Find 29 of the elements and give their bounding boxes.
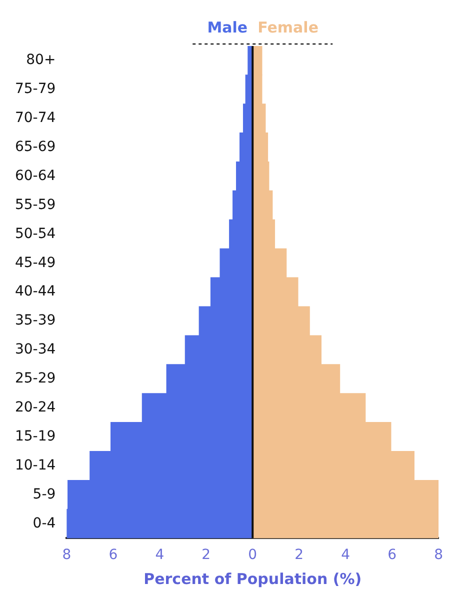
series-label: Female [258,18,319,36]
y-tick-label: 35-39 [14,312,56,329]
y-tick-label: 50-54 [14,226,56,242]
y-tick-label: 80+ [26,52,56,68]
x-tick-label: 8 [62,547,72,564]
x-tick-label: 4 [341,547,350,564]
x-tick-label: 6 [108,547,118,564]
x-axis-title: Percent of Population (%) [144,570,362,588]
x-tick-label: 6 [388,547,397,564]
y-tick-label: 0-4 [32,515,56,532]
y-tick-label: 20-24 [14,400,56,416]
y-tick-label: 30-34 [14,342,56,358]
x-tick-label: 4 [155,547,164,564]
y-tick-label: 60-64 [14,168,56,184]
y-tick-label: 70-74 [14,110,56,126]
y-tick-label: 15-19 [14,428,56,445]
y-tick-label: 45-49 [14,254,56,271]
y-tick-label: 25-29 [14,370,56,387]
x-tick-label: 2 [294,547,304,564]
y-tick-label: 75-79 [14,81,56,98]
x-tick-label: 0 [248,547,258,564]
x-tick-label: 2 [202,547,211,564]
y-tick-label: 65-69 [14,138,56,155]
y-tick-label: 55-59 [14,196,56,213]
series-label: Male [207,18,248,36]
y-tick-label: 5-9 [32,486,56,502]
y-tick-label: 40-44 [14,284,56,300]
x-tick-label: 8 [434,547,444,564]
y-tick-label: 10-14 [14,457,56,474]
